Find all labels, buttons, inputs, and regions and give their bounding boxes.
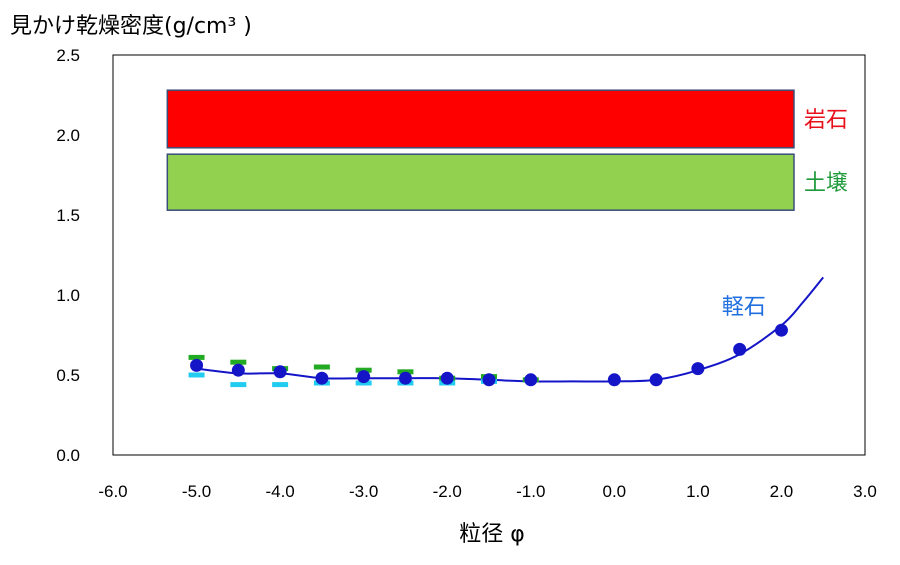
y-tick-label: 1.0 [56,286,80,305]
fit-curve [196,276,824,383]
x-tick-label: -4.0 [265,482,294,501]
dash-marker [230,382,247,388]
dash-marker [188,354,205,360]
y-tick-label: 0.5 [56,366,80,385]
dash-marker [230,359,247,365]
band-soil [166,153,795,211]
y-tick-label: 0.0 [56,446,80,465]
fit-curve-layer [196,276,824,383]
x-axis-title: 粒径 φ [459,522,525,547]
x-tick-label: -6.0 [98,482,127,501]
y-tick-labels: 0.0 0.5 1.0 1.5 2.0 2.5 [56,46,80,465]
pumice-label: 軽石 [722,295,766,320]
pumice-point [440,371,454,385]
dash-marker [313,364,330,370]
pumice-point [733,342,747,356]
x-tick-label: 0.0 [603,482,627,501]
band-label-rock: 岩石 [804,108,848,133]
x-tick-label: 2.0 [770,482,794,501]
pumice-point [482,373,496,387]
x-tick-labels: -6.0 -5.0 -4.0 -3.0 -2.0 -1.0 0.0 1.0 2.0 3.0 [98,482,876,501]
x-tick-label: 3.0 [853,482,877,501]
band-label-soil: 土壌 [804,171,848,196]
pumice-point [774,323,788,337]
plot-area-frame [112,54,866,456]
x-tick-label: 1.0 [686,482,710,501]
x-tick-label: -5.0 [182,482,211,501]
pumice-point [398,371,412,385]
band-rock [166,89,795,149]
data-markers [188,323,788,388]
pumice-point [315,371,329,385]
dash-marker [188,372,205,378]
y-tick-label: 1.5 [56,206,80,225]
pumice-point [357,370,371,384]
x-tick-label: -1.0 [516,482,545,501]
pumice-point [691,362,705,376]
pumice-point [607,373,621,387]
pumice-point [524,373,538,387]
dash-marker [272,382,289,388]
x-tick-label: -3.0 [349,482,378,501]
y-tick-label: 2.5 [56,46,80,65]
y-axis-title: 見かけ乾燥密度(g/cm³ ) [10,14,252,39]
pumice-point [190,358,204,372]
pumice-point [649,373,663,387]
y-tick-label: 2.0 [56,126,80,145]
x-tick-label: -2.0 [433,482,462,501]
pumice-point [231,363,245,377]
pumice-point [273,365,287,379]
